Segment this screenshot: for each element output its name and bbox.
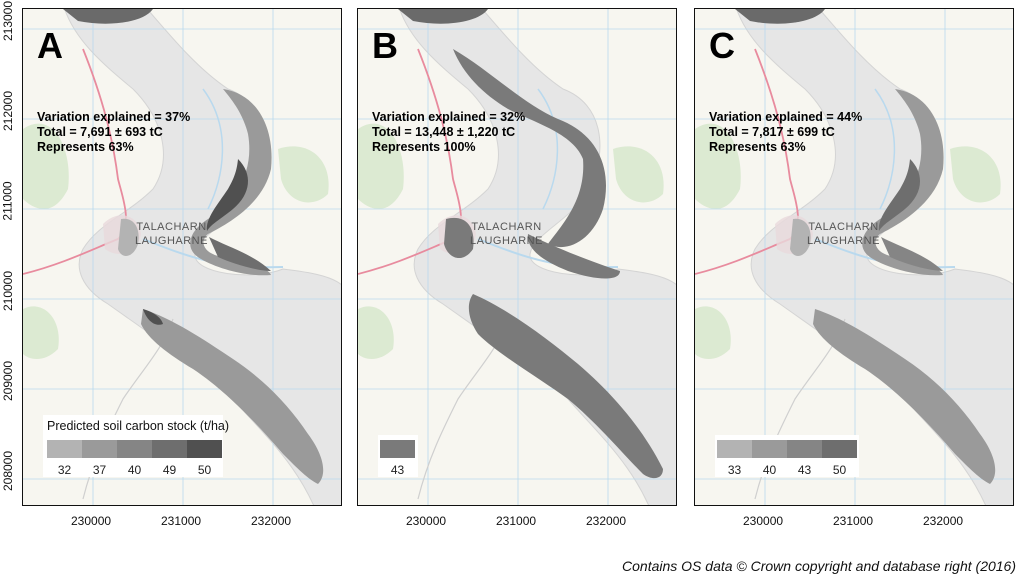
legend-a: Predicted soil carbon stock (t/ha) 32 37…: [43, 415, 229, 477]
zone-west: [118, 218, 139, 256]
place-name: TALACHARN LAUGHARNE: [470, 221, 543, 247]
woodland-patch: [950, 146, 1001, 203]
zone-inner-bend: [878, 159, 921, 231]
zone-north-channel: [453, 49, 606, 248]
legend-swatch: [752, 440, 787, 458]
copyright-credit: Contains OS data © Crown copyright and d…: [622, 558, 1016, 574]
legend-swatch: [717, 440, 752, 458]
legend-value: 49: [162, 463, 177, 477]
x-tick-label: 232000: [586, 514, 627, 528]
zone-south-marsh: [468, 294, 663, 479]
legend-c: 33 40 43 50: [715, 435, 859, 477]
place-name: TALACHARN LAUGHARNE: [135, 221, 208, 247]
variation-explained: Variation explained = 32%: [372, 110, 526, 124]
legend-swatch: [822, 440, 857, 458]
stats-block: Variation explained = 37% Total = 7,691 …: [37, 110, 190, 155]
zone-south-marsh: [813, 309, 996, 484]
variation-explained: Variation explained = 37%: [37, 110, 191, 124]
represents: Represents 63%: [37, 140, 134, 154]
x-tick-label: 231000: [496, 514, 537, 528]
y-tick-label: 209000: [1, 360, 16, 402]
woodland-patch: [278, 146, 329, 203]
road: [695, 48, 799, 275]
legend-swatch: [152, 440, 187, 458]
stats-block: Variation explained = 44% Total = 7,817 …: [709, 110, 862, 155]
x-tick-label: 230000: [406, 514, 447, 528]
legend-swatch: [47, 440, 82, 458]
map-panel-b: B Variation explained = 32% Total = 13,4…: [357, 8, 677, 506]
basemap-b: [358, 9, 676, 505]
legend-swatch: [117, 440, 152, 458]
legend-value: 43: [390, 463, 405, 477]
basemap-c: [695, 9, 1013, 505]
zone-outer-bend: [190, 89, 272, 276]
legend-swatch: [380, 440, 415, 458]
woodland-patch: [695, 306, 731, 359]
y-tick-label: 213000: [1, 0, 16, 42]
zone-bend-lower: [881, 237, 943, 271]
saltmarsh-top: [398, 9, 488, 24]
x-tick-label: 231000: [161, 514, 202, 528]
x-tick-label: 230000: [71, 514, 112, 528]
woodland-patch: [23, 123, 69, 209]
woodland-patch: [613, 146, 664, 203]
zone-south-marsh: [141, 309, 324, 484]
legend-value: 40: [127, 463, 142, 477]
saltmarsh-top: [735, 9, 825, 24]
zone-inner-bend: [206, 159, 249, 231]
place-name: TALACHARN LAUGHARNE: [807, 221, 880, 247]
legend-value: 50: [197, 463, 212, 477]
river-channel: [537, 88, 559, 210]
legend-title: Predicted soil carbon stock (t/ha): [47, 419, 230, 433]
total-carbon: Total = 7,817 ± 699 tC: [709, 125, 835, 139]
river-channel: [874, 88, 896, 210]
legend-swatch: [82, 440, 117, 458]
legend-swatch: [787, 440, 822, 458]
legend-value: 32: [57, 463, 72, 477]
y-tick-label: 211000: [0, 181, 15, 221]
woodland-patch: [695, 123, 741, 209]
map-panel-a: A Variation explained = 37% Total = 7,69…: [22, 8, 342, 506]
legend-value: 50: [832, 463, 847, 477]
woodland-patch: [358, 306, 394, 359]
zone-bend: [527, 234, 620, 279]
legend-value: 33: [727, 463, 742, 477]
zone-west: [444, 217, 474, 259]
zone-west: [790, 218, 811, 256]
y-tick-label: 212000: [1, 90, 16, 132]
woodland-patch: [23, 306, 59, 359]
legend-swatch: [187, 440, 222, 458]
legend-value: 43: [797, 463, 812, 477]
y-tick-label: 210000: [1, 270, 16, 312]
road: [358, 48, 462, 275]
legend-value: 40: [762, 463, 777, 477]
saltmarsh-top: [63, 9, 153, 24]
panel-label: B: [372, 25, 398, 66]
legend-b: 43: [378, 435, 418, 477]
stats-block: Variation explained = 32% Total = 13,448…: [372, 110, 525, 155]
represents: Represents 100%: [372, 140, 476, 154]
x-tick-label: 230000: [743, 514, 784, 528]
river-channel: [202, 88, 224, 210]
y-tick-label: 208000: [1, 450, 16, 492]
total-carbon: Total = 13,448 ± 1,220 tC: [372, 125, 516, 139]
x-tick-label: 232000: [923, 514, 964, 528]
map-panel-c: C Variation explained = 44% Total = 7,81…: [694, 8, 1014, 506]
legend-value: 37: [92, 463, 107, 477]
panel-label: C: [709, 25, 735, 66]
basemap-a: [23, 9, 341, 505]
woodland-patch: [358, 123, 404, 209]
variation-explained: Variation explained = 44%: [709, 110, 863, 124]
x-tick-label: 231000: [833, 514, 874, 528]
x-tick-label: 232000: [251, 514, 292, 528]
zone-outer-bend: [862, 89, 944, 276]
represents: Represents 63%: [709, 140, 806, 154]
zone-bend-dark: [209, 237, 271, 271]
road: [23, 48, 127, 275]
total-carbon: Total = 7,691 ± 693 tC: [37, 125, 163, 139]
panel-label: A: [37, 25, 63, 66]
zone-southwest-dark: [143, 309, 163, 325]
